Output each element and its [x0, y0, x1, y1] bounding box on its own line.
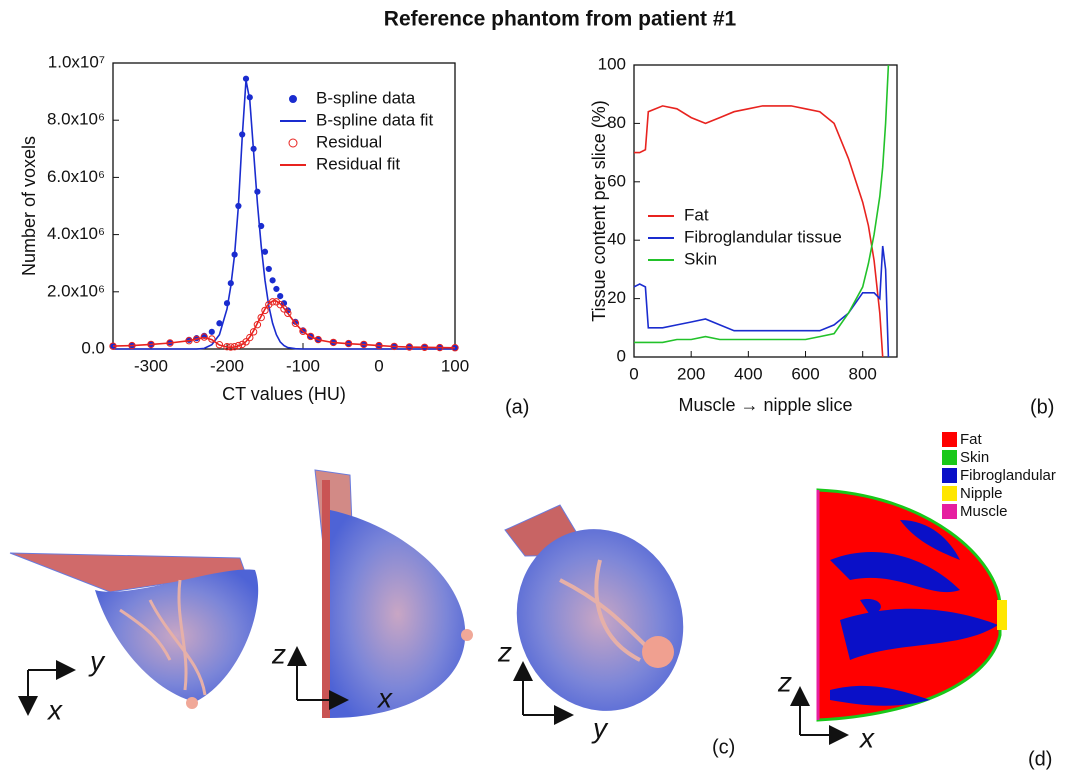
data-dot — [265, 265, 272, 273]
legend-swatch — [942, 504, 957, 519]
legend-label: B-spline data — [316, 88, 416, 107]
data-circle — [299, 327, 307, 335]
legend-label: Skin — [684, 249, 717, 268]
y-tick-label: 2.0x10⁶ — [47, 281, 105, 300]
legend-label: Fat — [960, 431, 983, 448]
legend-label: Residual fit — [316, 154, 400, 173]
axis-letter: x — [46, 694, 63, 725]
render-c — [9, 469, 684, 718]
x-tick-label: 0 — [374, 356, 383, 375]
data-circle — [280, 305, 288, 313]
axis-letter: z — [497, 636, 512, 667]
data-circle — [306, 332, 315, 341]
panel-label: (c) — [712, 736, 735, 758]
y-tick-label: 0 — [617, 346, 626, 365]
legend-swatch — [289, 95, 297, 103]
panel-label: (b) — [1030, 396, 1054, 418]
data-circle — [200, 333, 208, 341]
data-dot — [273, 285, 280, 293]
y-tick-label: 4.0x10⁶ — [47, 224, 105, 243]
data-circle — [238, 340, 246, 349]
x-axis-label: Muscle → nipple slice — [678, 395, 852, 415]
data-circle — [261, 306, 269, 315]
data-circle — [268, 298, 277, 306]
data-circle — [242, 338, 250, 346]
x-tick-label: -100 — [286, 356, 320, 375]
y-tick-label: 60 — [607, 171, 626, 190]
legend-label: Muscle — [960, 503, 1008, 520]
y-tick-label: 100 — [598, 54, 626, 73]
data-dot — [269, 277, 276, 284]
y-axis-label: Number of voxels — [19, 136, 39, 276]
data-circle — [234, 341, 243, 350]
data-circle — [314, 335, 322, 344]
data-circle — [249, 328, 258, 336]
data-circle — [284, 309, 292, 317]
x-tick-label: 0 — [629, 364, 638, 383]
data-circle — [253, 320, 262, 329]
axes-c: y x z x z y (c) — [18, 636, 735, 758]
y-tick-label: 6.0x10⁶ — [47, 167, 105, 186]
legend-label: Fat — [684, 205, 709, 224]
data-circle — [246, 333, 254, 342]
x-tick-label: 200 — [677, 364, 705, 383]
data-dot — [277, 292, 284, 300]
legend-swatch — [942, 450, 957, 465]
legend-label: Skin — [960, 449, 989, 466]
series-line — [633, 245, 890, 358]
y-tick-label: 20 — [607, 288, 626, 307]
legend-swatch — [942, 432, 957, 447]
axis-letter: z — [271, 638, 286, 669]
plot-frame — [633, 64, 898, 358]
series-line — [634, 64, 890, 344]
x-tick-label: 800 — [849, 364, 877, 383]
y-tick-label: 0.0 — [81, 338, 105, 357]
legend-swatch — [942, 486, 957, 501]
series-line — [113, 80, 455, 350]
y-tick-label: 8.0x10⁶ — [47, 110, 105, 129]
y-axis-label: Tissue content per slice (%) — [589, 100, 609, 321]
axes-d: z x (d) — [777, 666, 1052, 770]
panel-label: (a) — [505, 396, 529, 418]
x-tick-label: -200 — [210, 356, 244, 375]
legend-label: Fibroglandular tissue — [684, 227, 842, 246]
axis-letter: y — [88, 645, 106, 676]
axis-letter: x — [376, 682, 393, 713]
axis-letter: x — [858, 722, 875, 753]
y-tick-label: 40 — [607, 230, 626, 249]
y-tick-label: 80 — [607, 113, 626, 132]
data-circle — [215, 341, 224, 349]
legend-swatch — [288, 138, 298, 148]
render-d — [816, 488, 1007, 722]
legend-label: Nipple — [960, 485, 1003, 502]
plot-frame — [112, 62, 456, 350]
figure-title: Reference phantom from patient #1 — [384, 8, 737, 31]
data-circle — [291, 319, 300, 327]
x-axis-label: CT values (HU) — [222, 384, 346, 404]
series-line — [112, 300, 456, 349]
x-tick-label: 100 — [441, 356, 469, 375]
legend-label: Residual — [316, 132, 382, 151]
legend-label: B-spline data fit — [316, 110, 433, 129]
data-dot — [261, 248, 269, 255]
data-circle — [257, 313, 265, 322]
legend-swatch — [942, 468, 957, 483]
legend-label: Fibroglandular — [960, 467, 1056, 484]
x-tick-label: -300 — [134, 356, 168, 375]
x-tick-label: 600 — [791, 364, 819, 383]
panel-label: (d) — [1028, 748, 1052, 770]
axis-letter: y — [591, 712, 609, 743]
axis-letter: z — [777, 666, 792, 697]
series-line — [634, 105, 884, 358]
x-tick-label: 400 — [734, 364, 762, 383]
y-tick-label: 1.0x10⁷ — [48, 52, 105, 71]
data-circle — [276, 300, 284, 309]
data-dot — [216, 320, 223, 327]
data-dot — [208, 328, 215, 335]
